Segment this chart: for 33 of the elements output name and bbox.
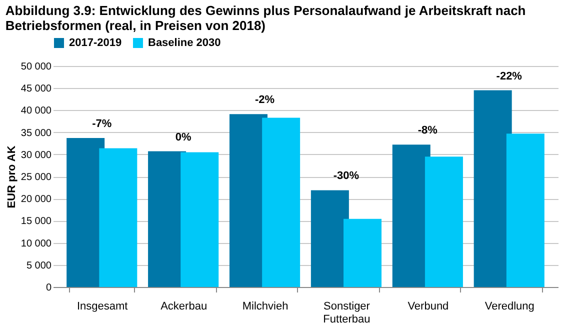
y-axis-title: EUR pro AK (6, 146, 18, 208)
annotation: -22% (496, 70, 522, 82)
y-tick-label: 25 000 (20, 172, 52, 183)
y-tick-label: 45 000 (20, 84, 52, 95)
x-tick-label: Ackerbau (160, 300, 208, 312)
x-tick-label: Veredlung (484, 300, 534, 312)
annotation: -2% (254, 94, 275, 106)
y-tick-label: 15 000 (20, 216, 52, 228)
annotation: -7% (92, 118, 112, 130)
y-tick-label: 35 000 (20, 128, 52, 139)
y-tick-label: 20 000 (20, 194, 52, 206)
y-tick-label: 40 000 (20, 106, 52, 117)
bar (180, 152, 219, 287)
x-tick-label: Sonstiger Futterbau (323, 300, 370, 326)
chart-title: Abbildung 3.9: Entwicklung des Gewinns plus Personalaufwand je Arbeitskraft nach Betriebsformen (real, in Preisen von 2018) (5, 3, 526, 33)
y-tick-label: 30 000 (20, 150, 52, 161)
y-tick-label: 5 000 (26, 260, 52, 272)
bar (262, 118, 300, 287)
legend-label: 2017-2019 (69, 37, 122, 49)
x-tick-label: Verbund (408, 300, 449, 312)
annotation: -8% (418, 124, 438, 137)
bar (424, 156, 463, 287)
x-tick-label: Milchvieh (242, 300, 288, 312)
annotation: 0% (175, 131, 192, 144)
bar (506, 134, 544, 287)
legend-label: Baseline 2030 (148, 37, 221, 49)
annotation: -30% (333, 170, 360, 182)
x-tick-label: Insgesamt (76, 300, 128, 312)
y-tick-label: 0 (46, 282, 52, 294)
y-tick-label: 50 000 (20, 62, 52, 72)
y-tick-label: 10 000 (20, 238, 52, 250)
bar (99, 148, 138, 287)
bar (344, 218, 382, 287)
